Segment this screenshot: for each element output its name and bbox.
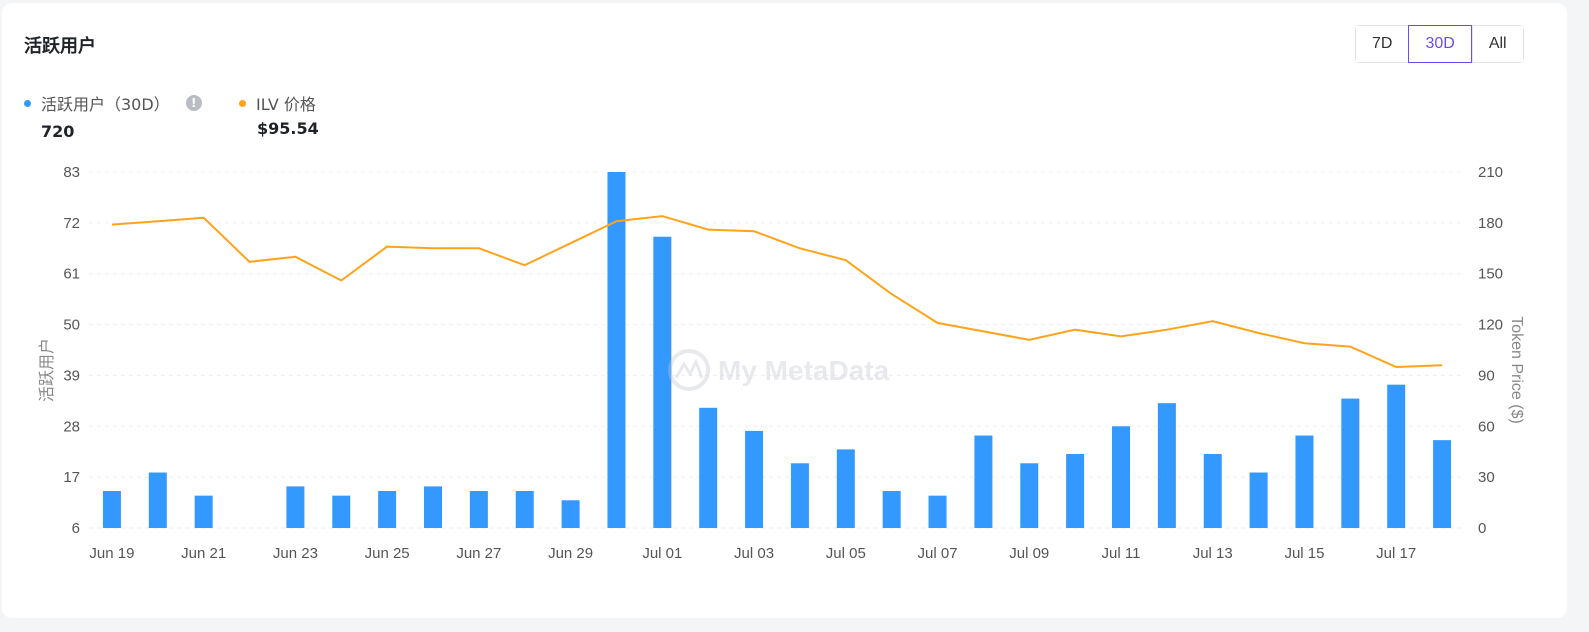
x-tick-label: Jul 09 (1009, 545, 1049, 562)
range-7d-button[interactable]: 7D (1356, 26, 1409, 62)
bar[interactable] (836, 449, 855, 528)
time-range-selector: 7D 30D All (1355, 25, 1524, 63)
bar-series (102, 172, 1452, 528)
bar[interactable] (790, 463, 809, 528)
bar[interactable] (607, 172, 626, 528)
info-icon[interactable]: ! (185, 95, 202, 111)
legend-dot-users (24, 99, 31, 107)
bar[interactable] (561, 500, 580, 528)
bar[interactable] (1066, 454, 1085, 528)
y-axis-left-label: 活跃用户 (38, 338, 56, 402)
x-tick-label: Jun 27 (456, 545, 501, 562)
bar[interactable] (102, 491, 121, 528)
bar[interactable] (745, 430, 764, 528)
y2-tick-label: 210 (1478, 164, 1503, 181)
y2-tick-label: 0 (1478, 520, 1486, 537)
x-tick-label: Jun 23 (273, 545, 318, 562)
bar[interactable] (1387, 384, 1406, 528)
legend-users-value: 720 (41, 122, 75, 141)
y-tick-label: 17 (63, 469, 80, 486)
bar[interactable] (699, 407, 718, 528)
chart-title: 活跃用户 (24, 36, 96, 57)
bar[interactable] (974, 435, 993, 528)
range-30d-button[interactable]: 30D (1408, 25, 1472, 63)
legend-price-label: ILV 价格 (256, 95, 316, 114)
watermark-text: My MetaData (718, 355, 890, 386)
bar[interactable] (286, 486, 305, 528)
y2-tick-label: 120 (1478, 317, 1503, 334)
y-tick-label: 28 (63, 418, 80, 435)
y-axis-left: 6 17 28 39 50 61 72 83 (63, 164, 80, 537)
bar[interactable] (515, 491, 534, 528)
x-tick-label: Jun 29 (548, 545, 593, 562)
bar[interactable] (1295, 435, 1314, 528)
x-tick-label: Jul 03 (734, 545, 774, 562)
x-tick-label: Jul 11 (1102, 545, 1141, 562)
range-all-button[interactable]: All (1471, 26, 1523, 62)
bar[interactable] (928, 495, 947, 528)
bar[interactable] (1341, 398, 1360, 528)
x-tick-label: Jul 05 (826, 545, 866, 562)
bar[interactable] (1157, 403, 1176, 528)
bar[interactable] (469, 491, 488, 528)
bar[interactable] (424, 486, 442, 528)
x-tick-label: Jun 25 (365, 545, 410, 562)
watermark: My MetaData (668, 349, 890, 391)
grid-lines (89, 171, 1465, 529)
bar[interactable] (332, 495, 351, 528)
x-tick-label: Jul 17 (1376, 545, 1416, 562)
y-tick-label: 50 (63, 317, 80, 334)
legend-ilv-price[interactable]: ILV 价格 (239, 91, 316, 115)
y-tick-label: 83 (63, 164, 80, 181)
y-axis-right-label: Token Price ($) (1508, 316, 1525, 424)
legend-price-value: $95.54 (257, 119, 319, 138)
y-tick-label: 6 (72, 520, 80, 537)
bar[interactable] (194, 495, 213, 528)
legend-users-label: 活跃用户（30D） (41, 95, 170, 114)
x-tick-label: Jul 15 (1284, 545, 1324, 562)
bar[interactable] (148, 472, 167, 528)
y-tick-label: 39 (63, 367, 80, 384)
watermark-logo-mark (674, 358, 704, 379)
x-tick-label: Jun 19 (89, 545, 134, 562)
x-tick-label: Jun 21 (181, 545, 226, 562)
y2-tick-label: 90 (1478, 367, 1495, 384)
y-tick-label: 61 (63, 266, 80, 283)
x-tick-label: Jul 07 (918, 545, 958, 562)
legend-dot-price (239, 99, 246, 107)
x-tick-label: Jul 13 (1193, 545, 1233, 562)
bar[interactable] (882, 491, 901, 528)
bar[interactable] (1020, 463, 1039, 528)
price-line (111, 215, 1443, 369)
bar[interactable] (1433, 440, 1452, 528)
watermark-logo-icon (668, 349, 710, 391)
legend-active-users[interactable]: 活跃用户（30D） ! (24, 91, 202, 115)
x-tick-label: Jul 01 (642, 545, 682, 562)
bar[interactable] (378, 491, 397, 528)
bar[interactable] (1112, 426, 1130, 528)
bar[interactable] (1203, 454, 1222, 528)
y-tick-label: 72 (63, 215, 80, 232)
x-axis: Jun 19 Jun 21 Jun 23 Jun 25 Jun 27 Jun 29 Jul … (89, 545, 1416, 562)
y-axis-right: 0 30 60 90 120 150 180 210 (1478, 164, 1503, 537)
bar[interactable] (653, 236, 672, 528)
bar[interactable] (1249, 472, 1268, 528)
y2-tick-label: 60 (1478, 418, 1495, 435)
y2-tick-label: 150 (1478, 266, 1503, 283)
y2-tick-label: 30 (1478, 469, 1495, 486)
y2-tick-label: 180 (1478, 215, 1503, 232)
